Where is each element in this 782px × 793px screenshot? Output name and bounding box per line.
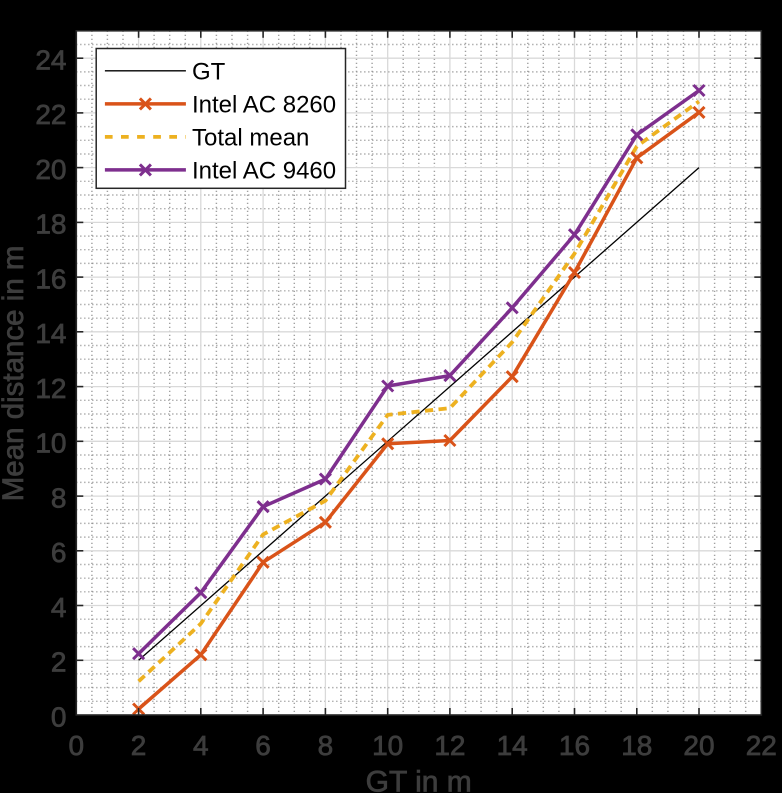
svg-text:Total mean: Total mean: [192, 125, 309, 152]
svg-text:4: 4: [51, 592, 67, 623]
svg-text:10: 10: [35, 428, 66, 459]
svg-text:12: 12: [35, 373, 66, 404]
svg-text:14: 14: [497, 730, 528, 761]
svg-text:Intel AC 9460: Intel AC 9460: [192, 158, 336, 185]
svg-text:4: 4: [193, 730, 209, 761]
svg-text:18: 18: [621, 730, 652, 761]
svg-text:12: 12: [434, 730, 465, 761]
svg-text:Intel AC 8260: Intel AC 8260: [192, 92, 336, 119]
svg-text:24: 24: [35, 45, 66, 76]
svg-text:16: 16: [35, 263, 66, 294]
svg-text:22: 22: [35, 99, 66, 130]
svg-text:2: 2: [51, 647, 67, 678]
svg-text:20: 20: [35, 154, 66, 185]
svg-text:6: 6: [255, 730, 271, 761]
svg-text:8: 8: [51, 482, 67, 513]
svg-text:8: 8: [318, 730, 334, 761]
svg-text:Mean distance in m: Mean distance in m: [0, 246, 30, 502]
svg-text:6: 6: [51, 537, 67, 568]
svg-text:22: 22: [746, 730, 777, 761]
svg-text:16: 16: [559, 730, 590, 761]
svg-text:10: 10: [372, 730, 403, 761]
svg-text:18: 18: [35, 209, 66, 240]
svg-text:0: 0: [69, 730, 85, 761]
svg-text:2: 2: [131, 730, 147, 761]
svg-text:GT in m: GT in m: [366, 766, 472, 793]
svg-text:0: 0: [51, 701, 67, 732]
svg-text:GT: GT: [192, 59, 226, 86]
svg-text:14: 14: [35, 318, 66, 349]
svg-text:20: 20: [683, 730, 714, 761]
